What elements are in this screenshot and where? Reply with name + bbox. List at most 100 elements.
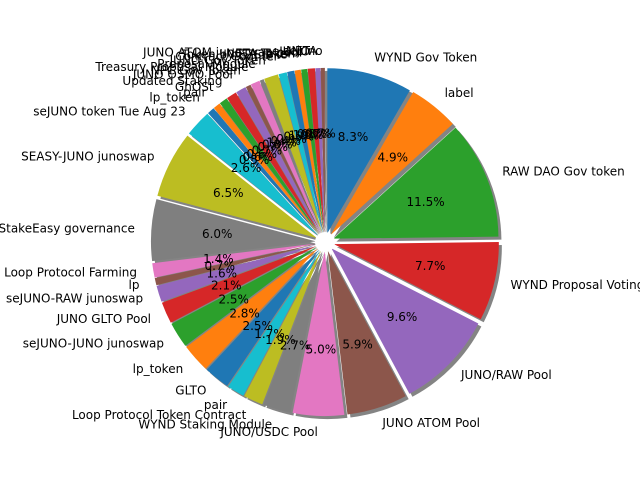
pie-slice-juno-usdc-pool	[292, 251, 345, 417]
percent-label: 6.0%	[202, 227, 233, 241]
pie-slice-sejuno	[307, 68, 325, 233]
slice-label: seJUNO-RAW junoswap	[6, 291, 143, 305]
pie-slice-lp	[154, 244, 317, 286]
slice-label: pair	[204, 398, 227, 412]
slice-label: WYND Staking Module	[138, 418, 272, 432]
slice-label: lp_token	[149, 91, 200, 105]
percent-label: 0.7%	[257, 140, 288, 154]
slice-label: JUNO OSMO Pool	[132, 68, 233, 82]
slice-label: Token by EZStake	[181, 48, 288, 62]
pie-slice-juno-glto-pool	[161, 245, 317, 323]
pie-slice-lp-token	[186, 248, 319, 369]
slice-label: Loop Protocol Token Contract	[72, 408, 247, 422]
pie-slice-juno-gov-token	[264, 74, 323, 234]
percent-label: 0.6%	[247, 147, 278, 161]
slice-label: sejuno	[283, 44, 323, 58]
percent-label: 0.7%	[305, 127, 336, 141]
percent-label: 8.3%	[338, 130, 369, 144]
pie-slice-npc-gov-token	[245, 84, 321, 234]
pie-slice-pair	[213, 103, 320, 235]
percent-label: 1.7%	[254, 327, 285, 341]
pie-slice-pair	[228, 249, 321, 396]
slice-label: Proposal Module	[157, 57, 255, 71]
percent-label: 2.6%	[231, 161, 262, 175]
slice-label: Updated Staking	[122, 74, 222, 88]
percent-label: 7.7%	[415, 259, 446, 273]
pie-slice-loop-protocol-farming	[152, 243, 317, 278]
pie-slice-raw-dao-gov-token	[333, 127, 499, 239]
percent-label: 2.8%	[229, 307, 260, 321]
slice-label: lp_token	[133, 362, 184, 376]
percent-label: 0.7%	[301, 127, 332, 141]
percent-label: 1.9%	[265, 333, 296, 347]
slice-labels: WYND Gov Token label RAW DAO Gov token WYND…	[0, 44, 640, 439]
percent-label: 0.4%	[270, 134, 301, 148]
pie-slice-juno-atom-pool	[327, 250, 406, 415]
pie-slice-juno-osmo-pool	[236, 87, 321, 235]
percent-label: 2.7%	[280, 338, 311, 352]
percent-label: 1.4%	[203, 252, 234, 266]
slice-label: NPC Gov Token	[151, 64, 241, 78]
pie-slice-sejuno-juno-junoswap	[171, 246, 318, 346]
slice-label: JUNO GLTO Pool	[56, 312, 151, 326]
slice-label: JUNO Gov Token	[169, 53, 266, 67]
slice-label: JUNO ATOM junoswap pool	[142, 45, 302, 59]
pie-slice-ghost	[219, 98, 320, 235]
percent-label: 0.6%	[242, 150, 273, 164]
slice-label: RAW DAO Gov token	[502, 165, 624, 179]
percent-labels: 8.3% 4.9% 11.5% 7.7% 9.6% 5.9% 5.0%2.7%1.9%1.7…	[202, 127, 446, 357]
pie-slice-proposal-module	[259, 79, 322, 234]
pie-slice-neta	[315, 67, 325, 233]
percent-label: 5.0%	[306, 343, 337, 357]
slice-label: WYND Gov Token	[374, 50, 477, 64]
slice-label: GhOSt	[175, 80, 214, 94]
slice-label: NETA Token	[226, 46, 295, 60]
slice-label: seJUNO-JUNO junoswap	[23, 337, 164, 351]
percent-label: 9.6%	[387, 310, 418, 324]
pie-slice-token-by-ezstake	[287, 70, 324, 234]
slice-label: seJUNO	[266, 45, 310, 59]
pie-slice-updated-staking	[227, 92, 321, 235]
slice-label: Treasury Proposal Module	[94, 60, 248, 74]
percent-label: 0.5%	[283, 130, 314, 144]
percent-label: 1.4%	[266, 136, 297, 150]
pie-slice-stakeeasy-governance	[150, 199, 316, 262]
slice-label: SEASY-JUNO junoswap	[21, 149, 154, 163]
percent-label: 1.0%	[293, 128, 324, 142]
pie-slice-wynd-staking-module	[263, 250, 323, 413]
slice-label: Contract Counter	[175, 50, 278, 64]
percent-label: 0.9%	[276, 132, 307, 146]
percent-label: 4.9%	[378, 150, 409, 164]
percent-label: 0.7%	[252, 143, 283, 157]
pie-slice-treasury-proposal-module	[250, 80, 322, 234]
slice-label: seJUNO token Tue Aug 23	[33, 105, 185, 119]
pie-slice-seasy-juno-junoswap	[157, 135, 317, 238]
pie-slice-wynd-gov-token	[327, 68, 410, 234]
slice-label: StakeEasy governance	[0, 221, 135, 235]
percent-label: 1.6%	[207, 267, 238, 281]
slice-label: pair	[183, 85, 206, 99]
pie-slice-lp-token	[208, 108, 320, 236]
pie-slice-wynd-proposal-voting	[333, 241, 499, 320]
slice-label: NETA	[286, 44, 318, 58]
pie-slice-sejuno	[320, 67, 325, 233]
percent-label: 11.5%	[407, 195, 445, 209]
pie-slice-glto	[206, 249, 320, 386]
percent-label: 5.9%	[342, 338, 373, 352]
pie-center	[315, 232, 335, 252]
pie-slice-contract-counter	[278, 72, 323, 234]
pie-slice-juno-raw-pool	[331, 248, 479, 394]
slice-label: JUNO ATOM Pool	[381, 416, 480, 430]
pie-slice-neta-token	[294, 69, 324, 234]
slice-label: WYND Proposal Voting	[511, 278, 640, 292]
percent-label: 2.5%	[242, 319, 273, 333]
percent-label: 0.5%	[239, 153, 270, 167]
percent-label: 2.1%	[211, 279, 242, 293]
percent-label: 0.7%	[205, 259, 236, 273]
percent-label: 2.5%	[218, 292, 249, 306]
slice-label: GLTO	[175, 384, 206, 398]
percent-label: 6.5%	[213, 186, 244, 200]
percent-label: 1.0%	[288, 129, 319, 143]
percent-label: 0.8%	[297, 127, 328, 141]
